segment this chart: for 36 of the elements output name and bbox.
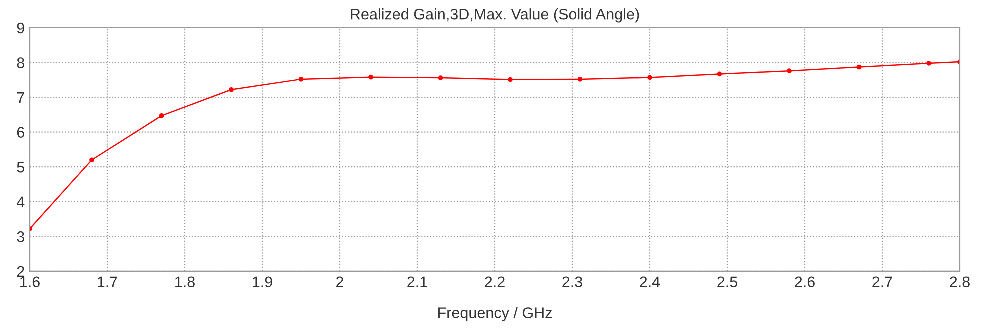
y-tick-label: 7: [17, 92, 24, 104]
x-tick-label: 2.7: [872, 276, 892, 288]
y-tick-label: 8: [17, 58, 24, 68]
point: [648, 75, 652, 80]
chart-title: Realized Gain,3D,Max. Value (Solid Angle): [351, 8, 640, 23]
point: [856, 64, 862, 70]
y-tick-label: 5: [17, 162, 24, 173]
y-tick-label: 3: [17, 232, 24, 242]
x-tick-label: 1.8: [176, 276, 195, 288]
y-tick-label: 4: [16, 196, 25, 208]
y-tick-label: 9: [17, 22, 24, 34]
point: [787, 68, 792, 74]
point: [578, 77, 583, 82]
y-tick-label: 6: [17, 127, 24, 138]
point: [368, 74, 374, 80]
point: [159, 114, 164, 118]
x-axis-title: Frequency / GHz: [438, 307, 552, 322]
x-tick-label: 1.7: [98, 276, 118, 288]
x-tick-label: 2.4: [640, 276, 660, 288]
x-tick-label: 2: [336, 276, 344, 288]
point: [508, 77, 513, 82]
x-tick-label: 1.6: [20, 276, 40, 288]
x-tick-label: 2.6: [795, 276, 815, 288]
y-tick-label: 2: [17, 266, 24, 277]
point: [298, 77, 304, 82]
point: [717, 72, 722, 77]
point: [229, 87, 234, 92]
point: [90, 158, 94, 163]
x-tick-label: 2.1: [408, 276, 428, 288]
x-tick-label: 2.5: [718, 276, 738, 288]
x-tick-label: 2.8: [950, 276, 970, 288]
point: [926, 61, 932, 66]
point: [438, 76, 444, 80]
x-tick-label: 1.9: [253, 276, 272, 288]
x-tick-label: 2.3: [562, 276, 582, 288]
x-tick-label: 2.2: [485, 276, 505, 288]
